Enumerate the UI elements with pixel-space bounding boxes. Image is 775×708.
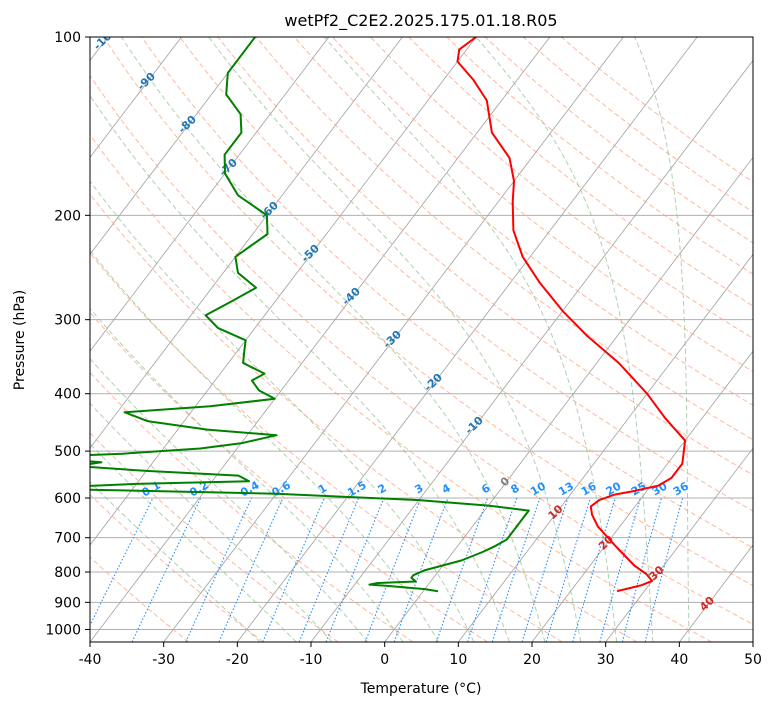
dry-adiabat-line — [332, 37, 753, 373]
mixing-ratio-line — [545, 497, 592, 642]
isotherm-line — [90, 37, 330, 352]
y-tick-label: 200 — [54, 208, 81, 224]
mixing-ratio-line — [325, 497, 385, 642]
y-tick-label: 600 — [54, 491, 81, 507]
mixing-ratio-lines — [90, 497, 684, 642]
moist-adiabat-line — [475, 37, 654, 642]
x-tick-label: 30 — [597, 652, 615, 668]
x-tick-label: -10 — [300, 652, 323, 668]
mixing-ratio-line — [491, 497, 541, 642]
mixing-ratio-line — [466, 497, 518, 642]
moist-adiabat-line — [634, 37, 690, 642]
isotherm-line — [384, 156, 753, 642]
y-tick-label: 400 — [54, 387, 81, 403]
isotherm-line — [605, 447, 753, 642]
x-tick-label: 10 — [449, 652, 467, 668]
isotherm-line — [237, 37, 698, 642]
x-tick-label: 0 — [380, 652, 389, 668]
dry-adiabat-line — [255, 37, 753, 441]
dry-adiabat-line — [90, 193, 638, 642]
isotherm-line — [90, 37, 182, 159]
mixing-ratio-line — [364, 497, 422, 642]
dry-adiabat-line — [103, 37, 753, 587]
moist-adiabat-line — [90, 307, 404, 642]
isotherm-line — [310, 59, 753, 642]
mixing-ratio-line — [435, 497, 489, 642]
isotherm-line — [163, 37, 624, 642]
dry-adiabat-line — [446, 37, 753, 275]
temperature-profile-line — [456, 37, 687, 593]
mixing-ratio-line — [298, 497, 360, 642]
x-tick-label: -30 — [152, 652, 175, 668]
dry-adiabat-line — [90, 371, 414, 642]
x-tick-label: 40 — [670, 652, 688, 668]
mixing-ratio-line — [599, 497, 642, 642]
mixing-ratio-line — [644, 497, 684, 642]
mixing-ratio-line — [90, 497, 154, 627]
moist-adiabat-line — [90, 180, 475, 642]
y-tick-label: 700 — [54, 531, 81, 547]
y-tick-label: 1000 — [45, 622, 81, 638]
moist-adiabat-lines — [90, 37, 690, 642]
dry-adiabat-line — [370, 37, 753, 340]
x-axis-ticks: -40 -30 -20 -10 0 10 20 30 40 50 — [79, 642, 762, 668]
plot-frame — [89, 36, 754, 643]
x-tick-label: -20 — [226, 652, 249, 668]
dry-adiabat-line — [522, 37, 753, 213]
dry-adiabat-line — [141, 37, 753, 549]
chart-title: wetPf2_C2E2.2025.175.01.18.R05 — [284, 11, 557, 31]
y-tick-label: 900 — [54, 595, 81, 611]
y-axis-title: Pressure (hPa) — [12, 290, 28, 390]
dry-adiabat-lines — [90, 37, 753, 642]
isotherm-line — [90, 37, 551, 642]
y-tick-label: 100 — [54, 30, 81, 46]
moist-adiabat-line — [90, 443, 297, 642]
dry-adiabat-line — [293, 37, 753, 406]
dry-adiabat-line — [90, 252, 563, 642]
sounding-profiles — [90, 37, 687, 593]
moist-adiabat-line — [90, 249, 439, 642]
dry-adiabat-line — [179, 37, 753, 512]
x-tick-label: 20 — [523, 652, 541, 668]
x-tick-label: 50 — [744, 652, 762, 668]
x-tick-label: -40 — [79, 652, 102, 668]
isotherm-line — [531, 350, 753, 642]
y-tick-label: 500 — [54, 444, 81, 460]
moist-adiabat-line — [90, 481, 261, 642]
moist-adiabat-line — [90, 402, 333, 642]
y-tick-label: 300 — [54, 313, 81, 329]
y-axis-ticks: 100 200 300 400 500 600 700 800 900 1000 — [45, 30, 90, 638]
isotherm-lines — [90, 37, 753, 642]
mixing-ratio-line — [262, 497, 325, 642]
mixing-ratio-line — [393, 497, 449, 642]
x-axis-title: Temperature (°C) — [360, 681, 482, 697]
moist-adiabat-line — [90, 357, 369, 642]
moist-adiabat-line — [208, 37, 582, 642]
moist-adiabat-line — [323, 37, 618, 642]
moist-adiabat-line — [121, 37, 546, 642]
dry-adiabat-line — [560, 37, 753, 183]
isotherm-line — [90, 37, 403, 449]
isotherm-line — [90, 37, 256, 255]
dewpoint-profile-line — [90, 37, 530, 593]
mixing-ratio-line — [521, 497, 569, 642]
mixing-ratio-line — [572, 497, 616, 642]
y-tick-label: 800 — [54, 565, 81, 581]
isotherm-line — [458, 253, 753, 642]
